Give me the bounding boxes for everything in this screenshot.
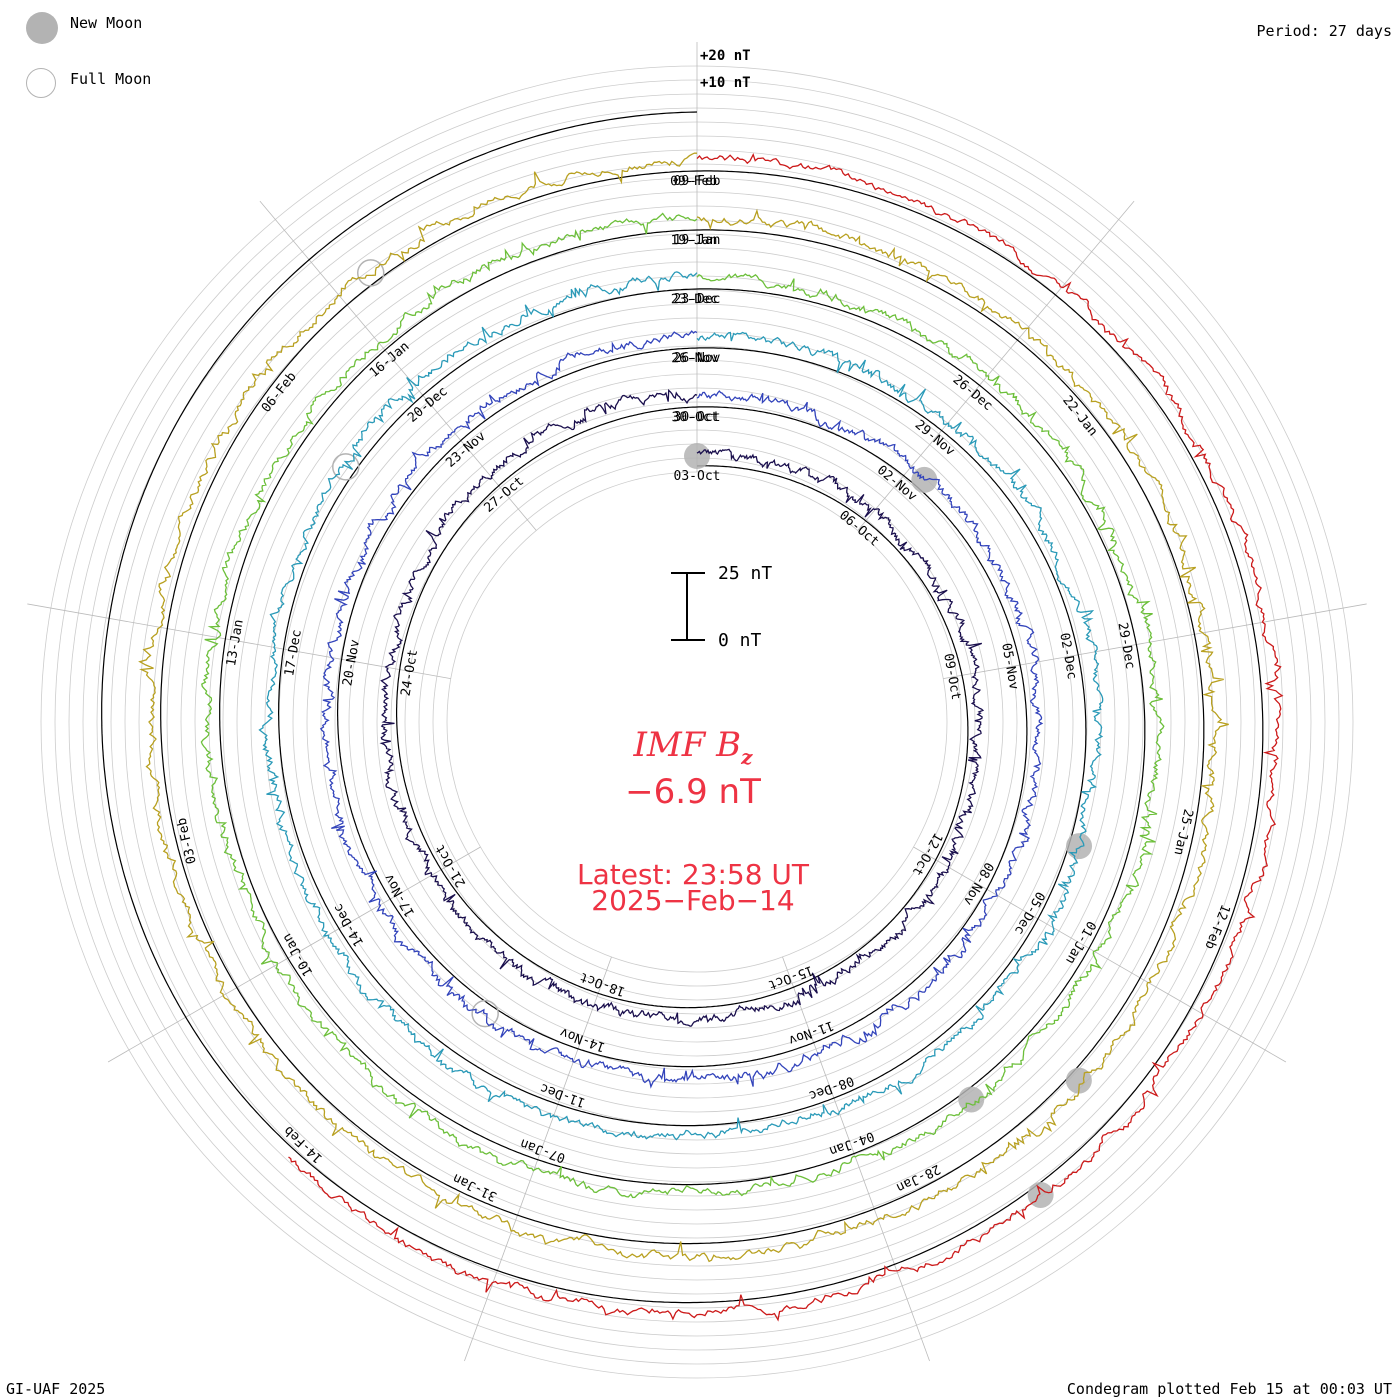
grid-spoke bbox=[943, 603, 1367, 679]
ring-label-plus10: +10 nT bbox=[700, 75, 751, 91]
parameter-subscript: z bbox=[741, 744, 753, 769]
scale-bottom-label: 0 nT bbox=[718, 630, 762, 651]
date-label: 05-Dec bbox=[1011, 889, 1047, 937]
grid-ring bbox=[376, 401, 1018, 1043]
footer-plotted: Condegram plotted Feb 15 at 00:03 UT bbox=[1066, 1380, 1392, 1398]
date-label: 09-Feb bbox=[670, 174, 717, 189]
series-trace bbox=[379, 389, 985, 1027]
series-trace bbox=[138, 152, 1229, 1263]
full-moon-marker bbox=[332, 453, 360, 481]
scale-top-label: 25 nT bbox=[718, 563, 773, 584]
grid-ring bbox=[404, 429, 990, 1015]
date-label: 09-Feb bbox=[674, 174, 721, 189]
grid-spoke bbox=[107, 846, 481, 1063]
footer-credit: GI-UAF 2025 bbox=[6, 1380, 106, 1398]
series-trace bbox=[200, 212, 1165, 1199]
ring-label-plus20: +20 nT bbox=[700, 48, 751, 64]
date-label: 23-Dec bbox=[674, 292, 721, 307]
chart-grid bbox=[27, 42, 1367, 1379]
date-label: 19-Jan bbox=[674, 233, 721, 248]
grid-spoke bbox=[464, 956, 612, 1362]
zero-spiral bbox=[101, 111, 1264, 1304]
date-label: 19-Jan bbox=[670, 233, 717, 248]
date-label: 09-Oct bbox=[940, 652, 963, 701]
new-moon-marker bbox=[1065, 1067, 1092, 1094]
chart-date-labels: 03-Oct06-Oct09-Oct12-Oct15-Oct18-Oct21-O… bbox=[174, 174, 1232, 1204]
latest-time: Latest: 23:58 UT bbox=[576, 858, 810, 891]
date-label: 08-Dec bbox=[807, 1073, 856, 1103]
latest-date: 2025−Feb−14 bbox=[591, 884, 795, 917]
full-moon-marker bbox=[471, 999, 499, 1028]
date-label: 01-Jan bbox=[1062, 918, 1098, 966]
date-label: 03-Oct bbox=[674, 469, 721, 484]
date-label: 02-Dec bbox=[1056, 632, 1079, 681]
full-moon-legend-icon bbox=[26, 68, 56, 98]
parameter-title-text: IMF B bbox=[633, 725, 742, 765]
grid-spoke bbox=[782, 956, 930, 1362]
date-label: 30-Oct bbox=[672, 410, 719, 425]
parameter-value: −6.9 nT bbox=[625, 772, 761, 812]
scale-bar bbox=[671, 572, 705, 641]
date-label: 26-Nov bbox=[674, 351, 721, 366]
date-label: 25-Jan bbox=[1170, 807, 1195, 856]
date-label: 12-Oct bbox=[909, 830, 945, 878]
period-label: Period: 27 days bbox=[1256, 22, 1392, 40]
date-label: 23-Dec bbox=[671, 292, 718, 307]
date-label: 30-Oct bbox=[674, 410, 721, 425]
date-label: 29-Dec bbox=[1114, 621, 1137, 670]
date-label: 11-Nov bbox=[786, 1017, 835, 1047]
chart-traces bbox=[138, 152, 1284, 1322]
series-trace bbox=[288, 153, 1284, 1322]
date-label: 26-Nov bbox=[671, 351, 718, 366]
grid-spoke bbox=[27, 603, 451, 679]
grid-ring bbox=[390, 415, 1004, 1029]
parameter-title: IMF Bz bbox=[493, 725, 893, 769]
date-label: 08-Nov bbox=[960, 859, 996, 907]
date-label: 03-Feb bbox=[174, 816, 199, 865]
full-moon-legend-label: Full Moon bbox=[70, 70, 152, 88]
new-moon-marker bbox=[1066, 833, 1093, 860]
new-moon-marker bbox=[684, 443, 710, 469]
grid-spoke bbox=[913, 846, 1287, 1063]
full-moon-marker bbox=[356, 259, 385, 287]
grid-spoke bbox=[259, 200, 537, 531]
new-moon-legend-icon bbox=[26, 12, 58, 44]
series-trace bbox=[319, 330, 1044, 1089]
new-moon-legend-label: New Moon bbox=[70, 14, 143, 32]
new-moon-marker bbox=[958, 1086, 985, 1113]
series-trace bbox=[258, 271, 1104, 1141]
date-label: 05-Nov bbox=[998, 642, 1021, 691]
